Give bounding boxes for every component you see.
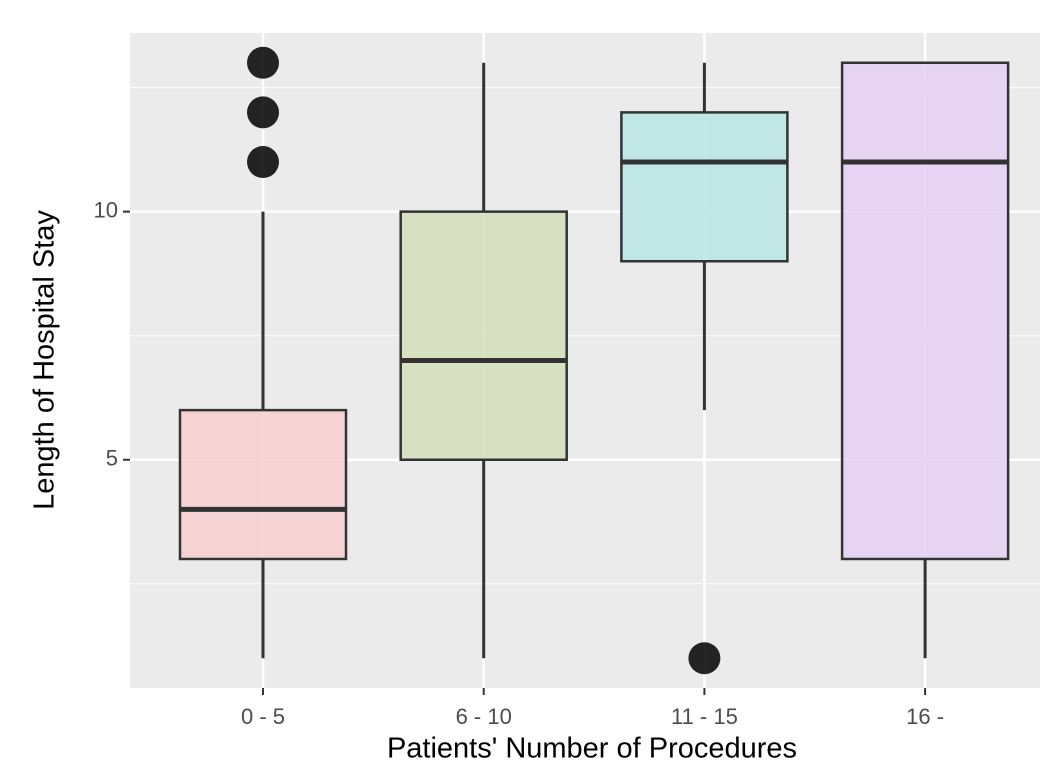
x-tick-label: 16 - [906, 704, 944, 729]
box [178, 408, 348, 561]
outlier [688, 642, 721, 675]
y-tick-label: 10 [94, 197, 118, 222]
outlier [247, 146, 279, 179]
outlier [247, 46, 279, 79]
y-axis-title: Length of Hospital Stay [29, 210, 61, 510]
x-tick-label: 0 - 5 [241, 704, 285, 729]
outlier [247, 96, 279, 129]
x-tick-label: 6 - 10 [456, 704, 512, 729]
x-axis-title: Patients' Number of Procedures [387, 733, 797, 765]
y-tick-label: 5 [106, 446, 118, 471]
box [399, 210, 568, 461]
x-tick-label: 11 - 15 [671, 704, 738, 729]
box [840, 61, 1010, 561]
box [620, 111, 789, 263]
